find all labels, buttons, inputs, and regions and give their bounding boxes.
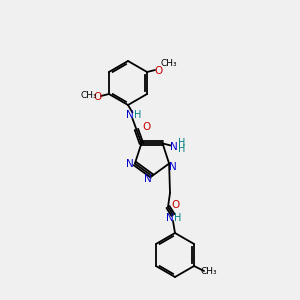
Text: CH₃: CH₃ xyxy=(161,59,177,68)
Text: H: H xyxy=(178,138,185,148)
Text: N: N xyxy=(170,142,178,152)
Text: N: N xyxy=(125,110,133,120)
Text: H: H xyxy=(178,144,185,154)
Text: H: H xyxy=(134,110,141,120)
Text: O: O xyxy=(142,122,151,132)
Text: N: N xyxy=(169,162,177,172)
Text: CH₃: CH₃ xyxy=(81,92,97,100)
Text: N: N xyxy=(126,159,134,169)
Text: O: O xyxy=(154,66,162,76)
Text: O: O xyxy=(94,92,102,102)
Text: O: O xyxy=(172,200,180,210)
Text: N: N xyxy=(144,174,152,184)
Text: H: H xyxy=(174,213,182,223)
Text: CH₃: CH₃ xyxy=(201,266,218,275)
Text: N: N xyxy=(166,213,174,223)
